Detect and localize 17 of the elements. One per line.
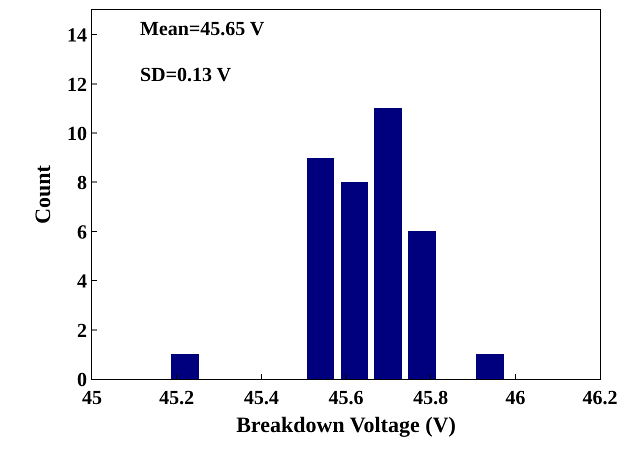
x-tick-label: 45.2 xyxy=(159,387,194,409)
x-axis-title: Breakdown Voltage (V) xyxy=(236,412,456,437)
x-tick-label: 45.8 xyxy=(413,387,448,409)
y-tick-label: 8 xyxy=(77,172,87,194)
x-tick-label: 46.2 xyxy=(582,387,618,409)
y-axis-title: Count xyxy=(30,164,55,224)
annotation: SD=0.13 V xyxy=(140,64,232,86)
y-tick-label: 6 xyxy=(77,221,87,244)
y-tick-label: 10 xyxy=(67,123,87,145)
annotation: Mean=45.65 V xyxy=(140,18,265,40)
y-tick-label: 4 xyxy=(77,270,87,293)
y-tick-label: 2 xyxy=(77,320,87,342)
x-tick-label: 45.4 xyxy=(244,387,279,409)
x-tick-label: 45.6 xyxy=(328,387,364,409)
y-tick-label: 12 xyxy=(67,74,87,96)
x-tick-label: 46 xyxy=(505,387,526,409)
y-tick-label: 14 xyxy=(67,24,87,47)
